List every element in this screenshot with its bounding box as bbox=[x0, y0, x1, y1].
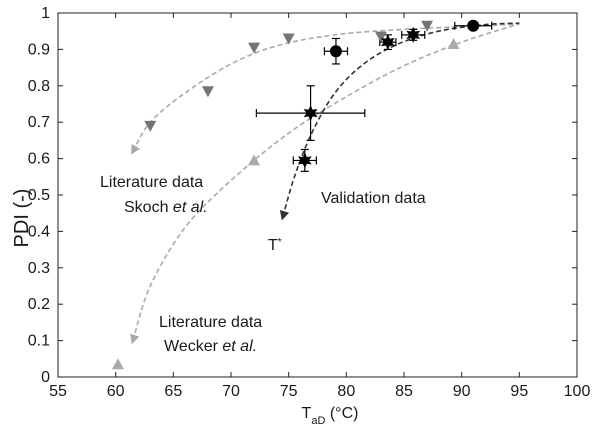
point-circle bbox=[467, 19, 480, 32]
x-tick-label: 75 bbox=[280, 383, 298, 400]
x-axis-label-sub: aD bbox=[311, 415, 325, 427]
x-axis-label-main: T bbox=[302, 405, 312, 422]
annotation-validation: Validation data bbox=[321, 190, 426, 207]
point-triangle-up bbox=[111, 358, 124, 370]
x-tick-label: 90 bbox=[453, 383, 471, 400]
y-tick-label: 0.8 bbox=[28, 78, 50, 95]
point-star bbox=[303, 105, 318, 122]
plot-frame bbox=[57, 12, 578, 378]
y-tick-label: 0.3 bbox=[28, 260, 50, 277]
y-tick-label: 0.9 bbox=[28, 41, 50, 58]
fit-curve bbox=[131, 23, 520, 155]
x-tick-label: 65 bbox=[164, 383, 182, 400]
x-tick-label: 55 bbox=[49, 383, 67, 400]
annotation-skoch-line1: Literature data bbox=[100, 174, 203, 191]
y-tick-label: 0.7 bbox=[28, 114, 50, 131]
annotation-skoch: Literature data bbox=[100, 174, 203, 191]
y-tick-label: 0.1 bbox=[28, 333, 50, 350]
y-tick-label: 0.4 bbox=[28, 223, 50, 240]
point-triangle-down bbox=[282, 33, 295, 45]
x-tick-label: 85 bbox=[395, 383, 413, 400]
data-points bbox=[111, 19, 480, 370]
x-tick-label: 60 bbox=[107, 383, 125, 400]
point-triangle-down bbox=[421, 20, 434, 32]
fit-curve bbox=[130, 23, 520, 345]
point-triangle-up bbox=[248, 154, 261, 166]
x-axis-label-rest: (°C) bbox=[325, 405, 358, 422]
x-tick-label: 95 bbox=[510, 383, 528, 400]
axes: 55 60 65 70 75 80 85 90 95 100 0 0.1 0.2 0.3 0.4 0.5 0.6… bbox=[28, 5, 591, 400]
point-star bbox=[380, 34, 395, 51]
y-axis-label: PDI (-) bbox=[11, 189, 33, 248]
y-tick-label: 0.5 bbox=[28, 187, 50, 204]
y-tick-label: 0 bbox=[41, 369, 50, 386]
annotation-wecker-line2: Wecker et al. bbox=[164, 338, 257, 355]
y-tick-label: 0.2 bbox=[28, 296, 50, 313]
y-tick-label: 0.6 bbox=[28, 151, 50, 168]
x-tick-label: 100 bbox=[564, 383, 591, 400]
point-triangle-down bbox=[374, 31, 387, 43]
annotation-wecker-line1: Literature data bbox=[159, 314, 262, 331]
y-tick-label: 1 bbox=[41, 5, 50, 22]
point-circle bbox=[329, 45, 342, 58]
x-tick-label: 70 bbox=[222, 383, 240, 400]
point-star bbox=[297, 152, 312, 169]
point-star bbox=[406, 26, 421, 43]
point-triangle-down bbox=[248, 42, 261, 54]
annotation-wecker: Literature data bbox=[159, 314, 262, 331]
fit-curve bbox=[279, 22, 520, 221]
point-triangle-down bbox=[201, 86, 214, 98]
annotation-skoch-line2: Skoch et al. bbox=[124, 199, 208, 216]
point-triangle-down bbox=[144, 120, 157, 132]
x-axis-label: TaD (°C) bbox=[302, 405, 359, 427]
annotation-t-star: T* bbox=[268, 237, 282, 255]
point-triangle-up bbox=[447, 37, 460, 49]
x-tick-label: 80 bbox=[337, 383, 355, 400]
